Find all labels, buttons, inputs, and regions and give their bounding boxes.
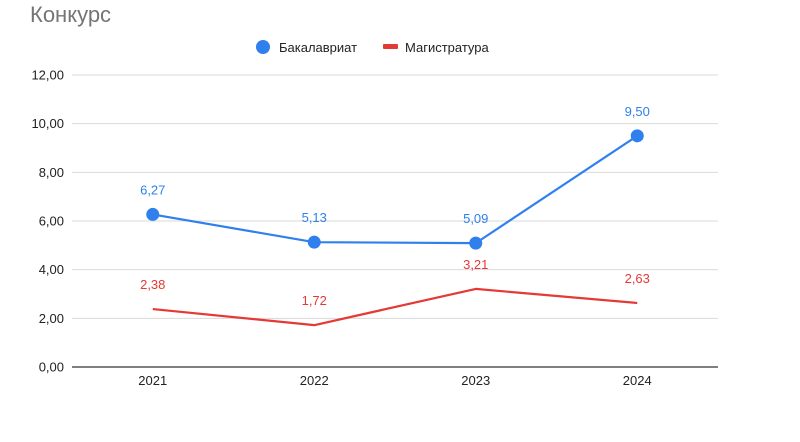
- y-tick-label: 0,00: [39, 360, 64, 375]
- data-point: [469, 236, 483, 250]
- y-tick-label: 6,00: [39, 214, 64, 229]
- data-point: [307, 235, 321, 249]
- legend-marker-master: [383, 44, 398, 49]
- x-tick-label: 2024: [623, 373, 652, 388]
- x-tick-label: 2021: [138, 373, 167, 388]
- x-axis-ticks: 2021 2022 2023 2024: [138, 373, 651, 388]
- y-tick-label: 2,00: [39, 311, 64, 326]
- data-label: 3,21: [463, 257, 488, 272]
- legend-label-bachelor: Бакалавриат: [279, 40, 357, 55]
- legend-label-master: Магистратура: [405, 40, 490, 55]
- y-tick-label: 4,00: [39, 262, 64, 277]
- data-point: [146, 207, 160, 221]
- y-tick-label: 12,00: [31, 68, 64, 83]
- series: [146, 129, 644, 327]
- data-labels: 6,27 5,13 5,09 9,50 2,38 1,72 3,21 2,63: [140, 104, 650, 308]
- data-point: [630, 129, 644, 143]
- gridlines: [72, 74, 718, 368]
- data-label: 2,63: [625, 271, 650, 286]
- x-tick-label: 2023: [461, 373, 490, 388]
- series-line-bachelor: [152, 134, 638, 245]
- y-tick-label: 8,00: [39, 165, 64, 180]
- data-label: 1,72: [302, 293, 327, 308]
- y-tick-label: 10,00: [31, 116, 64, 131]
- series-line-master: [152, 287, 638, 327]
- data-label: 5,13: [302, 210, 327, 225]
- legend: Бакалавриат Магистратура: [256, 40, 490, 55]
- data-label: 5,09: [463, 211, 488, 226]
- data-label: 2,38: [140, 277, 165, 292]
- data-label: 9,50: [625, 104, 650, 119]
- x-tick-label: 2022: [300, 373, 329, 388]
- chart-title: Конкурс: [30, 2, 111, 27]
- data-label: 6,27: [140, 182, 165, 197]
- y-axis-ticks: 0,00 2,00 4,00 6,00 8,00 10,00 12,00: [31, 68, 64, 375]
- legend-marker-bachelor: [256, 40, 270, 54]
